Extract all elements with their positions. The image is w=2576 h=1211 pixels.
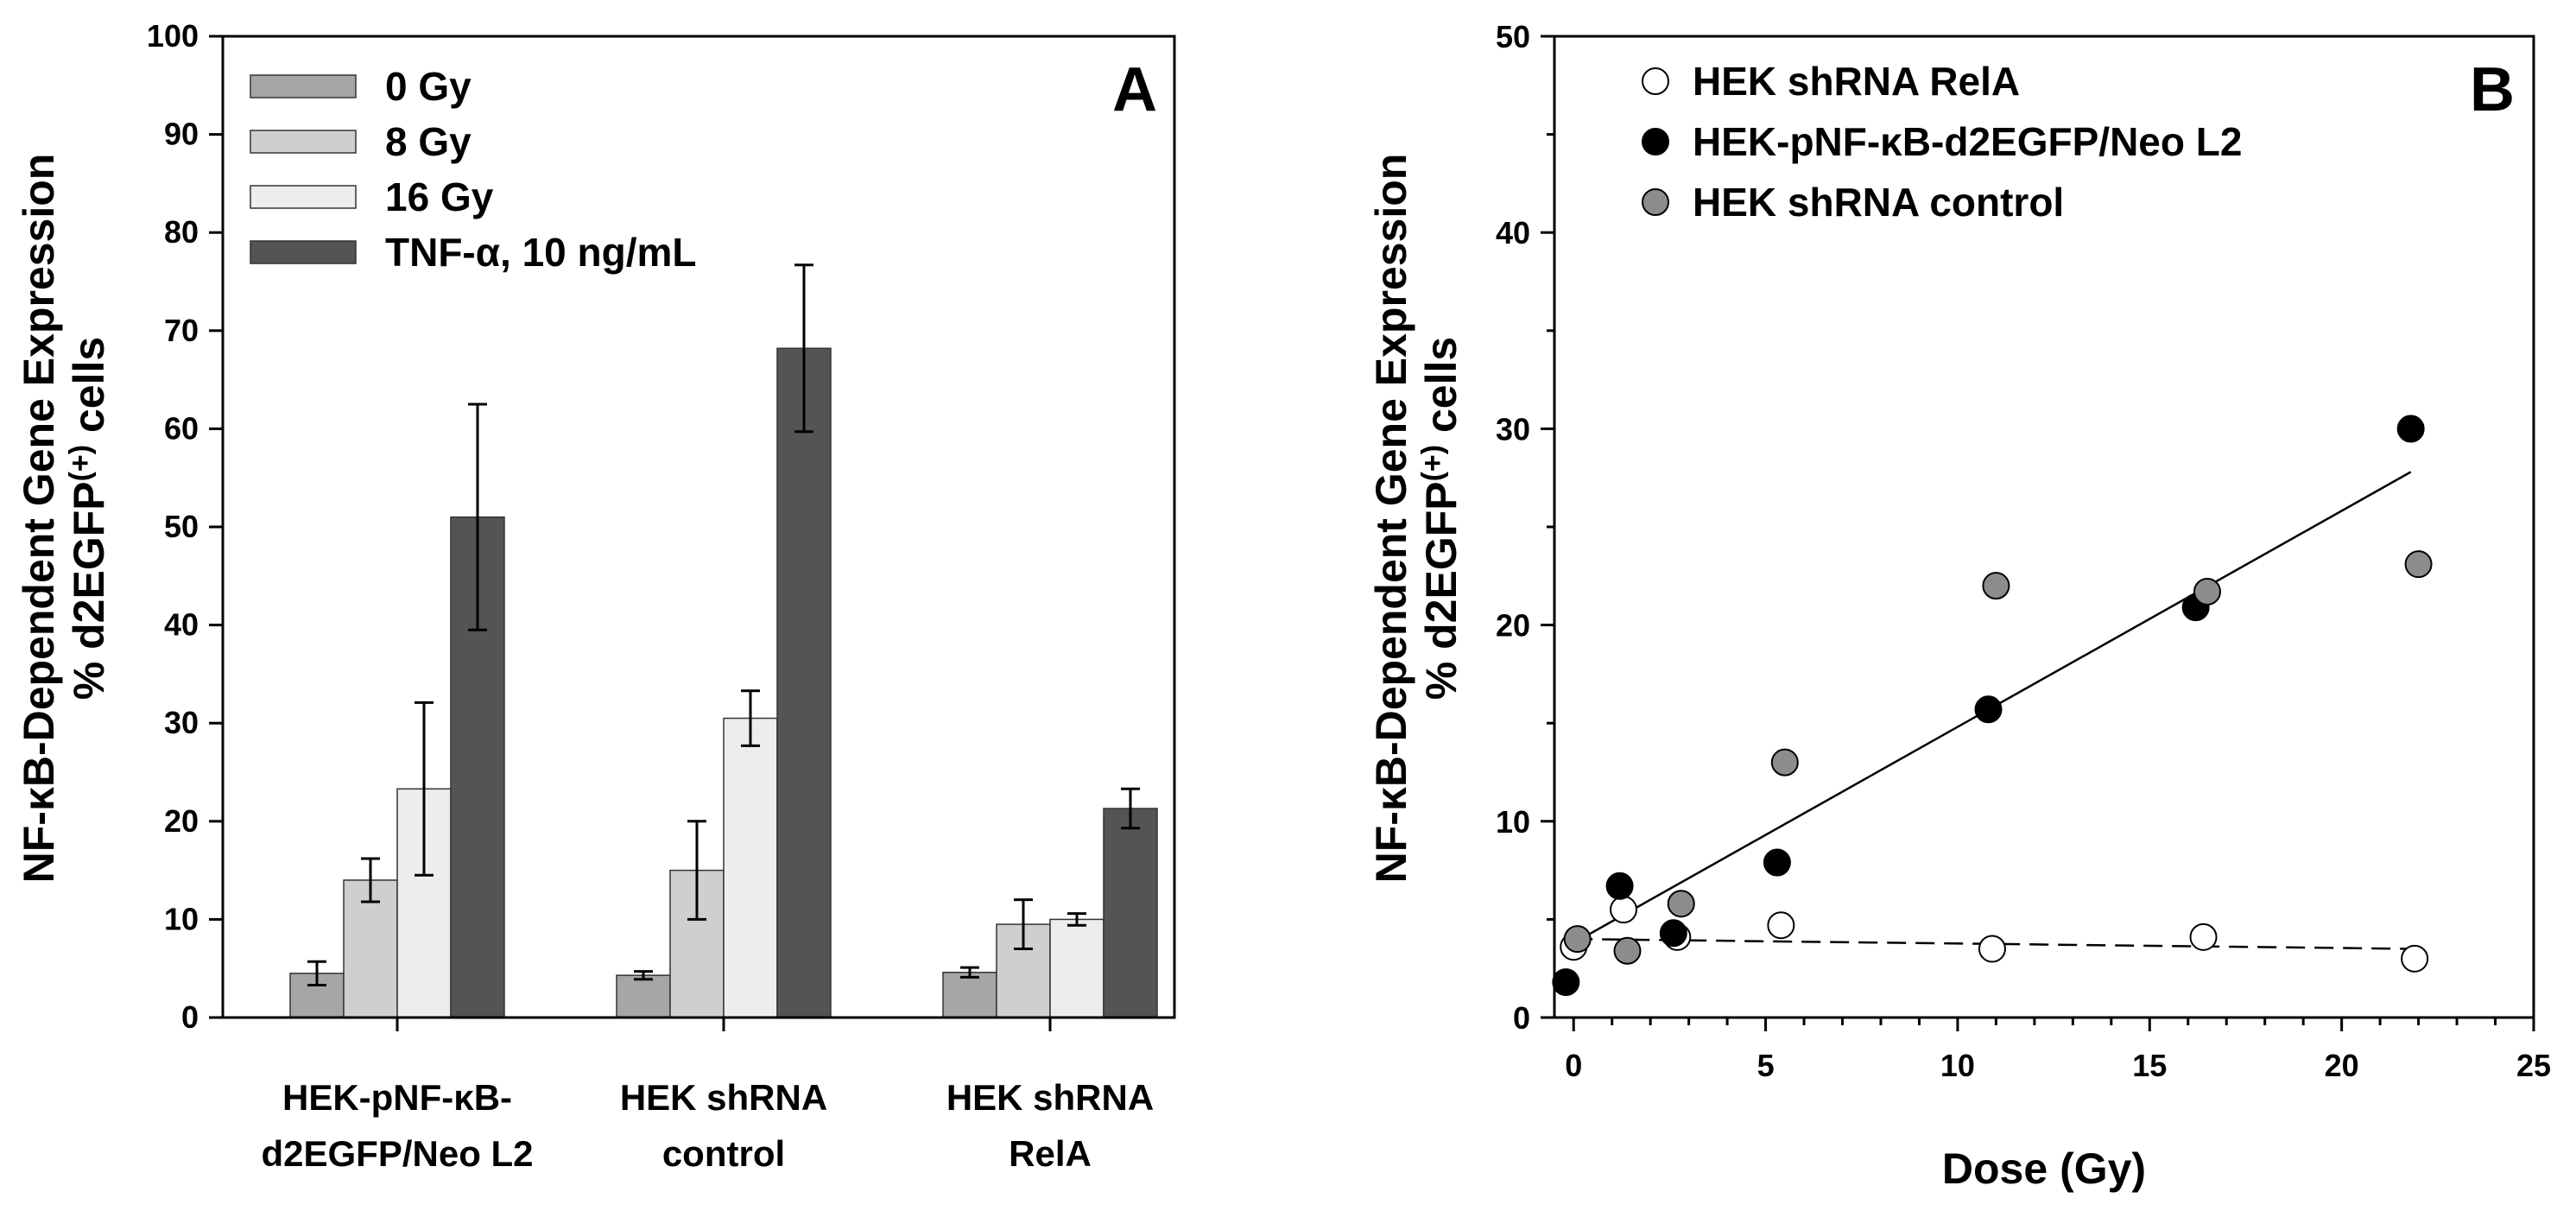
panel-a-error-bars [307, 263, 1140, 987]
panel-a-category-label: HEK shRNA [946, 1077, 1154, 1118]
panel-b-point [1613, 936, 1642, 965]
panel-a-legend-swatch [250, 185, 357, 209]
panel-a-bar [1049, 918, 1104, 1018]
panel-a-x-ticks [396, 1018, 1052, 1031]
panel-a-y-tick-label: 90 [164, 117, 199, 152]
panel-b-point [1978, 935, 2006, 963]
panel-b-y-tick-label: 40 [1496, 215, 1530, 250]
panel-a-bar [776, 347, 832, 1018]
panel-a-y-axis-title: NF-κB-Dependent Gene Expression % d2EGFP… [15, 154, 113, 884]
panel-b-point [1974, 695, 2003, 724]
panel-b-point [2193, 577, 2221, 606]
panel-a-bar [1103, 808, 1158, 1018]
panel-a-bar [723, 717, 778, 1018]
panel-b-fit-line [1573, 937, 2411, 950]
panel-b-y-tick-label: 30 [1496, 411, 1530, 447]
panel-b-x-tick-label: 0 [1565, 1048, 1582, 1083]
panel-b-legend-marker [1642, 188, 1669, 216]
panel-a-y-tick-label: 30 [164, 705, 199, 740]
panel-b-point [1667, 890, 1695, 918]
panel-a-legend-swatch [250, 240, 357, 264]
panel-b-point [2396, 415, 2425, 443]
panel-a-y-tick-label: 70 [164, 313, 199, 348]
panel-b-label: B [2470, 55, 2515, 124]
panel-b-y-ticks: 0 10 20 30 40 50 [1496, 19, 1554, 1036]
panel-b-x-tick-label: 10 [1940, 1048, 1975, 1083]
panel-b-point [1552, 968, 1580, 997]
panel-b-point [1767, 911, 1795, 940]
panel-a-plot-frame [221, 35, 1176, 1019]
panel-a-y-ticks: 0 10 20 30 40 50 60 70 80 90 100 [147, 18, 223, 1035]
panel-a-y-tick-label: 0 [181, 999, 199, 1035]
panel-b-legend-marker [1642, 128, 1669, 155]
panel-b-point [2404, 550, 2433, 579]
panel-a-y-tick-label: 100 [147, 18, 199, 54]
panel-b-point [1770, 748, 1799, 777]
panel-b-point [1763, 848, 1791, 877]
panel-a-category-label: RelA [1009, 1133, 1092, 1174]
panel-b-legend-marker [1642, 67, 1669, 95]
panel-a-label: A [1112, 55, 1157, 124]
panel-b-y-tick-label: 10 [1496, 804, 1530, 840]
panel-a-legend-label: 0 Gy [385, 64, 472, 109]
panel-b-y-tick-label: 0 [1513, 1000, 1530, 1036]
panel-b-point [2189, 923, 2218, 951]
panel-b-legend-label: HEK shRNA RelA [1693, 59, 2020, 104]
panel-b-y-tick-label: 50 [1496, 19, 1530, 54]
panel-a-y-tick-label: 40 [164, 607, 199, 643]
panel-b-y-axis-title-line2: % d2EGFP(+) cells [1416, 337, 1465, 700]
panel-b-legend-label: HEK-pNF-κB-d2EGFP/Neo L2 [1693, 119, 2242, 164]
panel-a-legend-label: 16 Gy [385, 174, 494, 219]
panel-a-legend-label: TNF-α, 10 ng/mL [385, 230, 697, 275]
panel-a-y-tick-label: 10 [164, 901, 199, 936]
panel-b-x-tick-label: 25 [2516, 1048, 2551, 1083]
panel-a-y-axis-title-line1: NF-κB-Dependent Gene Expression [15, 154, 63, 884]
panel-b-point [1982, 572, 2010, 600]
panel-b-x-tick-label: 15 [2132, 1048, 2167, 1083]
panel-b-scatter-chart: NF-κB-Dependent Gene Expression % d2EGFP… [1367, 19, 2551, 1193]
panel-a-legend-swatch [250, 130, 357, 154]
panel-b-point [1610, 896, 1638, 924]
panel-b-x-tick-label: 5 [1757, 1048, 1775, 1083]
panel-a-y-axis-title-line2: % d2EGFP(+) cells [64, 337, 113, 700]
panel-a-category-labels: HEK-pNF-κB-d2EGFP/Neo L2 HEK shRNA control… [261, 1077, 1154, 1174]
panel-a-legend-swatch [250, 74, 357, 98]
panel-a-y-tick-label: 20 [164, 803, 199, 839]
panel-a-category-label: d2EGFP/Neo L2 [261, 1133, 533, 1174]
panel-b-point [1563, 925, 1592, 954]
panel-a-bar [616, 974, 671, 1018]
panel-a-category-label: HEK-pNF-κB- [282, 1077, 512, 1118]
panel-b-legend: HEK shRNA RelA HEK-pNF-κB-d2EGFP/Neo L2 HE… [1642, 59, 2242, 225]
panel-a-category-label: HEK shRNA [620, 1077, 827, 1118]
panel-a-category-label: control [662, 1133, 785, 1174]
panel-b-point [1659, 919, 1687, 948]
panel-b-point [1605, 872, 1634, 900]
panel-b-legend-label: HEK shRNA control [1693, 180, 2064, 225]
panel-b-x-ticks: 0 5 10 15 20 25 [1565, 1018, 2551, 1083]
panel-b-x-tick-label: 20 [2325, 1048, 2359, 1083]
panel-a-y-tick-label: 80 [164, 214, 199, 250]
panel-b-y-tick-label: 20 [1496, 608, 1530, 644]
panel-a-legend: 0 Gy 8 Gy 16 Gy TNF-α, 10 ng/mL [250, 64, 697, 275]
panel-b-x-axis-title: Dose (Gy) [1942, 1144, 2146, 1193]
panel-a-legend-label: 8 Gy [385, 119, 472, 164]
panel-a-bar-chart: NF-κB-Dependent Gene Expression % d2EGFP… [15, 18, 1176, 1174]
panel-a-y-tick-label: 60 [164, 410, 199, 446]
panel-a-bar [942, 971, 997, 1018]
panel-b-points [1552, 415, 2433, 997]
panel-a-y-tick-label: 50 [164, 509, 199, 544]
panel-b-point [2401, 944, 2429, 973]
panel-b-y-axis-title: NF-κB-Dependent Gene Expression % d2EGFP… [1367, 154, 1465, 884]
panel-a-bar [343, 879, 398, 1018]
panel-b-y-axis-title-line1: NF-κB-Dependent Gene Expression [1367, 154, 1415, 884]
panel-b-plot-frame [1553, 35, 2535, 1019]
